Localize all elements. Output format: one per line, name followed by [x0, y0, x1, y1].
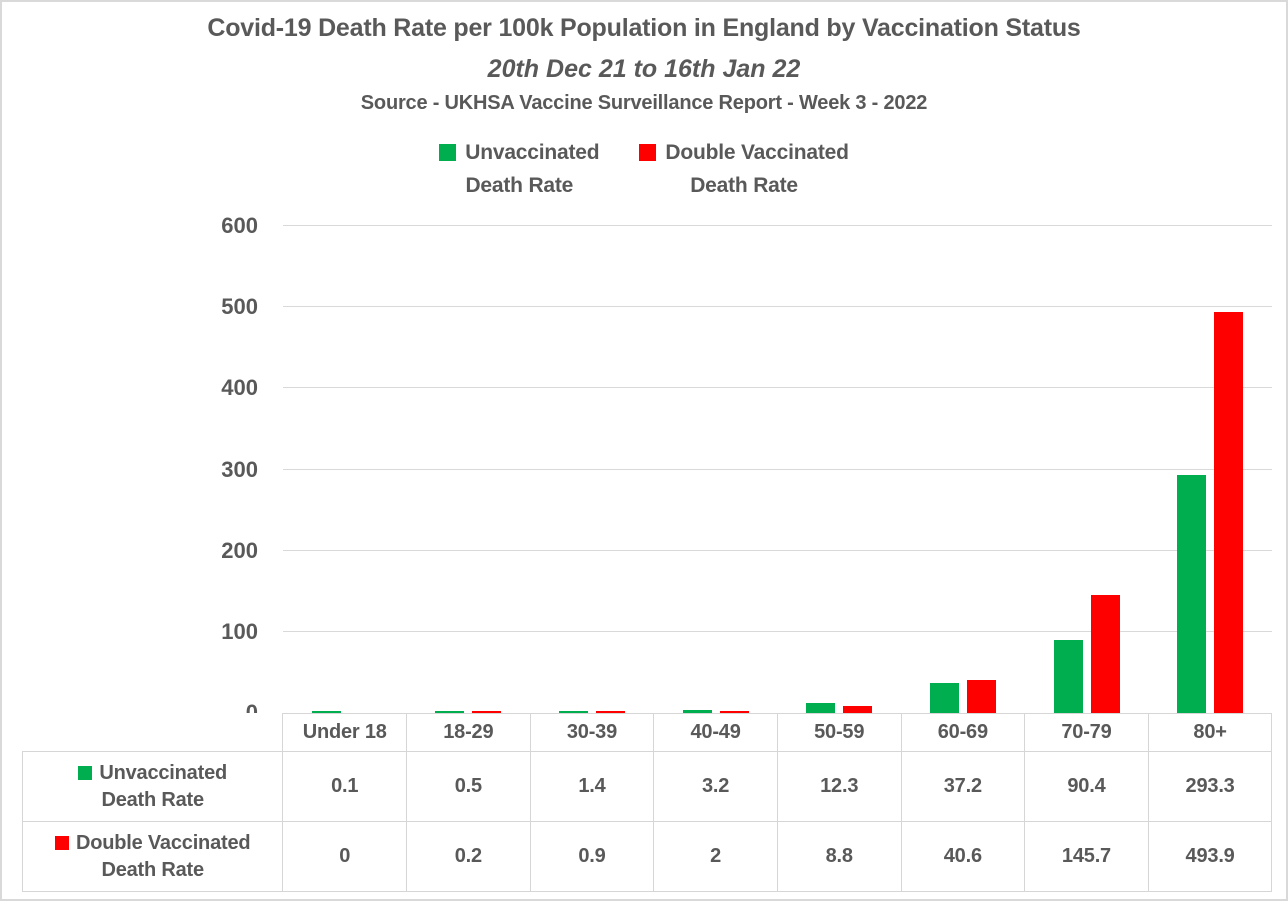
legend-text: Unvaccinated — [465, 141, 600, 164]
table-value-unvaccinated-30-39: 1.4 — [530, 752, 655, 822]
chart-title: Covid-19 Death Rate per 100k Population … — [207, 14, 1081, 42]
table-row-label-line1: Double Vaccinated — [54, 830, 251, 857]
legend-label-line1: Unvaccinated — [439, 136, 600, 169]
chart-source: Source - UKHSA Vaccine Surveillance Repo… — [360, 92, 928, 114]
bar-double-vaccinated-30-39 — [596, 711, 626, 713]
table-corner-cell — [22, 713, 284, 752]
table-value-unvaccinated-60-69: 37.2 — [901, 752, 1026, 822]
table-value-unvaccinated-under-18: 0.1 — [283, 752, 408, 822]
bar-double-vaccinated-18-29 — [472, 711, 502, 713]
gridline-400 — [283, 387, 1272, 389]
legend-item-double-vaccinated: Double Vaccinated Death Rate — [639, 136, 849, 202]
table-header-18-29: 18-29 — [407, 713, 531, 752]
bar-unvaccinated-50-59 — [806, 703, 836, 713]
gridline-100 — [283, 630, 1272, 632]
bar-unvaccinated-18-29 — [435, 711, 465, 713]
table-value-double-vaccinated-70-79: 145.7 — [1025, 822, 1149, 892]
bar-unvaccinated-30-39 — [559, 711, 589, 713]
table-header-40-49: 40-49 — [654, 713, 778, 752]
bar-unvaccinated-80 — [1177, 475, 1207, 713]
bar-unvaccinated-60-69 — [929, 683, 959, 713]
table-header-30-39: 30-39 — [530, 713, 655, 752]
gridline-600 — [283, 225, 1272, 226]
y-axis-tick-label-400: 400 — [221, 375, 258, 401]
table-value-unvaccinated-40-49: 3.2 — [654, 752, 778, 822]
table-value-double-vaccinated-under-18: 0 — [283, 822, 408, 892]
legend-label-line2: Death Rate — [690, 174, 798, 197]
y-axis-tick-label-500: 500 — [221, 294, 258, 320]
table-header-50-59: 50-59 — [777, 713, 902, 752]
chart-subtitle: 20th Dec 21 to 16th Jan 22 — [487, 55, 801, 83]
table-value-double-vaccinated-30-39: 0.9 — [530, 822, 655, 892]
y-axis-tick-label-100: 100 — [221, 618, 258, 644]
table-value-double-vaccinated-50-59: 8.8 — [777, 822, 902, 892]
table-header-70-79: 70-79 — [1025, 713, 1149, 752]
table-value-unvaccinated-80: 293.3 — [1148, 752, 1273, 822]
y-axis-tick-label-600: 600 — [221, 213, 258, 238]
bar-unvaccinated-70-79 — [1053, 640, 1083, 713]
table-row-label-line2: Death Rate — [101, 858, 204, 881]
double-vaccinated-key-icon — [639, 144, 657, 161]
table-value-unvaccinated-18-29: 0.5 — [407, 752, 531, 822]
legend-label-line2: Death Rate — [465, 174, 574, 197]
table-row-label-line1: Unvaccinated — [78, 760, 227, 787]
legend: Unvaccinated Death Rate Double Vaccinate… — [0, 136, 1288, 202]
table-value-double-vaccinated-80: 493.9 — [1148, 822, 1273, 892]
bar-unvaccinated-under-18 — [311, 711, 341, 713]
bar-unvaccinated-40-49 — [682, 710, 712, 713]
table-value-unvaccinated-70-79: 90.4 — [1025, 752, 1149, 822]
legend-item-unvaccinated: Unvaccinated Death Rate — [439, 136, 600, 202]
data-table: Under 18 18-29 30-39 40-49 50-59 60-69 70-79 80… — [22, 713, 1273, 892]
table-value-unvaccinated-50-59: 12.3 — [777, 752, 902, 822]
bar-double-vaccinated-70-79 — [1090, 595, 1120, 713]
table-header-80: 80+ — [1148, 713, 1273, 752]
bar-double-vaccinated-80 — [1214, 312, 1244, 713]
gridline-300 — [283, 468, 1272, 470]
table-value-double-vaccinated-18-29: 0.2 — [407, 822, 531, 892]
bar-double-vaccinated-40-49 — [719, 711, 749, 713]
table-value-double-vaccinated-40-49: 2 — [654, 822, 778, 892]
bar-double-vaccinated-60-69 — [966, 680, 996, 713]
table-row-label-double-vaccinated: Double Vaccinated Death Rate — [22, 822, 284, 892]
table-row-label-line2: Death Rate — [101, 788, 204, 811]
gridline-200 — [283, 549, 1272, 551]
table-header-under-18: Under 18 — [283, 713, 408, 752]
gridline-500 — [283, 306, 1272, 308]
table-row-label-unvaccinated: Unvaccinated Death Rate — [22, 752, 284, 822]
unvaccinated-key-icon — [78, 765, 93, 780]
bar-double-vaccinated-50-59 — [843, 706, 873, 713]
legend-label-line1: Double Vaccinated — [639, 136, 849, 169]
y-axis-tick-label-300: 300 — [221, 456, 258, 482]
table-value-double-vaccinated-60-69: 40.6 — [901, 822, 1026, 892]
y-axis-tick-label-200: 200 — [221, 537, 258, 563]
table-header-60-69: 60-69 — [901, 713, 1026, 752]
double-vaccinated-key-icon — [54, 835, 69, 850]
legend-text: Double Vaccinated — [665, 141, 849, 164]
unvaccinated-key-icon — [439, 144, 457, 161]
